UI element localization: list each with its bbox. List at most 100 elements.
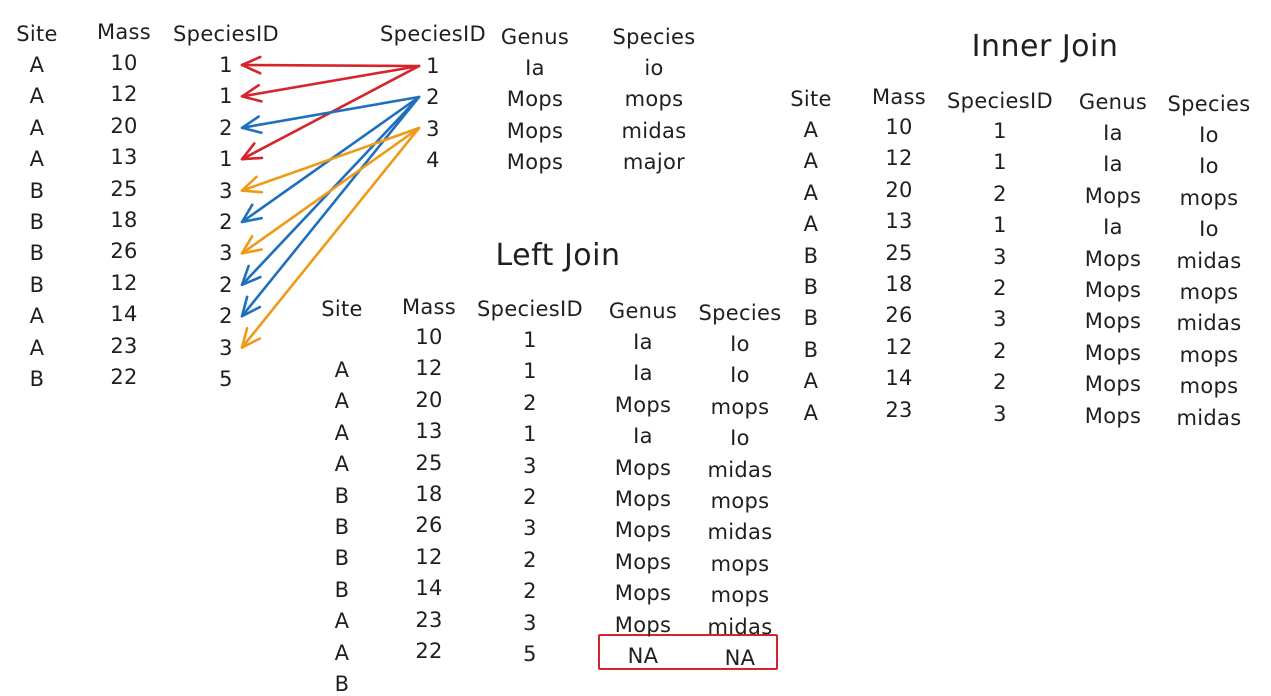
right-table-species-cell: midas [621,119,687,143]
right-table-genus-header: Genus [500,25,570,49]
left-table-speciesid-cell: 3 [219,179,233,203]
left-join-species-header: Species [698,301,782,325]
inner-join-mass-header: Mass [871,85,927,109]
left-table-speciesid-cell: 2 [219,273,233,297]
inner-join-species-cell: Io [1199,154,1219,178]
inner-join-site-cell: B [803,338,819,362]
left-table-speciesid-cell: 3 [219,241,233,265]
left-table-site-header: Site [16,22,58,46]
left-join-mass-cell: 14 [415,576,443,600]
left-join-speciesid-cell: 3 [523,611,537,635]
inner-join-species-cell: midas [1176,311,1242,335]
right-table-genus-cell: Mops [506,87,564,111]
left-join-site-header: Site [321,297,363,321]
left-join-genus-cell: Mops [614,518,672,542]
inner-join-mass-cell: 23 [885,398,913,422]
inner-join-genus-cell: Mops [1084,278,1142,302]
left-join-speciesid-cell: 1 [523,359,537,383]
inner-join-species-cell: Io [1199,217,1219,241]
inner-join-speciesid-cell: 1 [993,213,1007,237]
left-join-mass-cell: 20 [415,388,443,412]
left-join-mass-cell: 23 [415,608,443,632]
left-table-speciesid-cell: 1 [219,84,233,108]
left-table-mass-cell: 26 [110,239,138,263]
left-table-mass-cell: 14 [110,302,138,326]
left-join-site-cell: A [334,389,350,413]
arrow-orange [240,126,421,349]
inner-join-species-header: Species [1167,92,1251,116]
right-table-speciesid-cell: 4 [426,148,440,172]
right-table-species-cell: mops [624,87,684,111]
left-join-site-cell: A [334,358,350,382]
left-join-genus-cell: Mops [614,581,672,605]
left-table-site-cell: B [29,210,45,234]
left-join-mass-cell: 26 [415,513,443,537]
inner-join-genus-cell: Ia [1103,215,1123,239]
inner-join-site-cell: A [803,369,819,393]
left-table-speciesid-cell: 1 [219,147,233,171]
left-table-site-cell: A [29,53,45,77]
inner-join-site-cell: B [803,244,819,268]
inner-join-species-cell: mops [1179,343,1239,367]
left-table-mass-cell: 10 [110,51,138,75]
left-table-mass-cell: 18 [110,208,138,232]
left-join-species-cell: midas [707,458,773,482]
left-table-site-cell: B [29,179,45,203]
right-table-genus-cell: Ia [525,56,545,80]
left-join-speciesid-cell: 2 [523,485,537,509]
left-join-mass-cell: 22 [415,639,443,663]
inner-join-speciesid-cell: 2 [993,182,1007,206]
left-table-mass-cell: 20 [110,114,138,138]
left-join-speciesid-cell: 3 [523,516,537,540]
left-table-speciesid-cell: 2 [219,116,233,140]
right-table-speciesid-cell: 2 [426,85,440,109]
left-join-speciesid-cell: 1 [523,328,537,352]
left-join-mass-cell: 10 [415,325,443,349]
inner-join-site-cell: A [803,149,819,173]
right-table-genus-cell: Mops [506,150,564,174]
right-table-species-cell: major [622,150,686,174]
right-table-genus-cell: Mops [506,119,564,143]
left-table-speciesid-header: SpeciesID [173,22,279,46]
left-join-species-cell: mops [710,583,770,607]
left-join-genus-cell: NA [627,644,659,668]
left-join-mass-header: Mass [401,295,457,319]
inner-join-mass-cell: 14 [885,366,913,390]
inner-join-site-cell: B [803,275,819,299]
inner-join-speciesid-cell: 2 [993,339,1007,363]
left-join-title: Left Join [495,238,621,273]
left-table-mass-cell: 12 [110,271,138,295]
left-join-site-cell: A [334,452,350,476]
left-join-speciesid-cell: 1 [523,422,537,446]
inner-join-species-cell: mops [1179,374,1239,398]
arrow-red [240,55,421,75]
left-join-speciesid-cell: 2 [523,548,537,572]
left-join-site-cell: A [334,641,350,665]
left-join-speciesid-cell: 2 [523,579,537,603]
inner-join-species-cell: mops [1179,280,1239,304]
inner-join-mass-cell: 20 [885,178,913,202]
left-join-site-cell: B [334,515,350,539]
inner-join-speciesid-cell: 3 [993,307,1007,331]
left-join-genus-cell: Ia [633,361,653,385]
arrow-blue [240,95,421,318]
left-table-mass-cell: 13 [110,145,138,169]
inner-join-mass-cell: 10 [885,115,913,139]
right-table-speciesid-cell: 1 [426,54,440,78]
inner-join-species-cell: Io [1199,123,1219,147]
left-table-speciesid-cell: 3 [219,336,233,360]
left-join-genus-cell: Mops [614,456,672,480]
arrow-red [240,64,421,103]
left-join-genus-cell: Mops [614,393,672,417]
left-table-site-cell: B [29,367,45,391]
inner-join-genus-cell: Ia [1103,152,1123,176]
left-join-genus-cell: Ia [633,424,653,448]
inner-join-genus-cell: Ia [1103,121,1123,145]
inner-join-mass-cell: 18 [885,272,913,296]
left-table-speciesid-cell: 2 [219,304,233,328]
left-table-site-cell: A [29,304,45,328]
inner-join-species-cell: mops [1179,186,1239,210]
left-table-site-cell: A [29,336,45,360]
left-join-speciesid-cell: 5 [523,642,537,666]
